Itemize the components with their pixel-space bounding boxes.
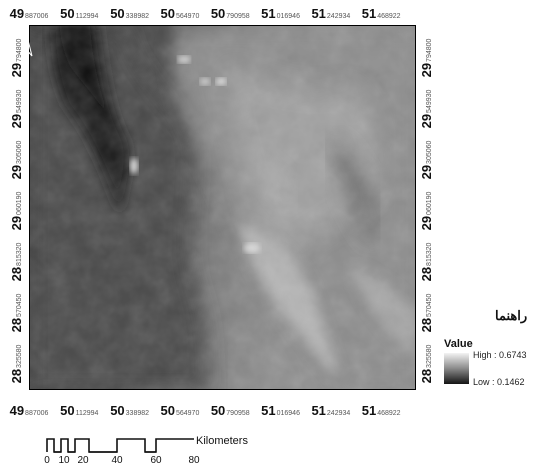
scale-bar — [46, 438, 194, 453]
x-tick-label: 51242934 — [311, 6, 351, 21]
x-tick-label: 51468922 — [361, 403, 401, 418]
legend-high-label: High : 0.6743 — [473, 350, 527, 360]
x-tick-label: 50112994 — [60, 6, 99, 21]
x-tick-label: 50790958 — [210, 6, 250, 21]
x-tick-label: 50338982 — [110, 403, 150, 418]
scale-tick-label: 0 — [44, 455, 50, 466]
north-label: N — [5, 32, 13, 43]
legend-low-label: Low : 0.1462 — [473, 377, 525, 387]
x-tick-label: 50338982 — [110, 6, 150, 21]
left-graticule-labels: 29794800 29549930 29305060 29060190 2881… — [9, 38, 24, 384]
legend-value-label: Value — [444, 338, 473, 350]
x-tick-label: 50790958 — [210, 403, 250, 418]
map-frame[interactable] — [29, 25, 416, 390]
scale-unit-label: Kilometers — [196, 435, 248, 447]
x-tick-label: 49887006 — [9, 403, 49, 418]
x-tick-label: 51016946 — [261, 6, 300, 21]
x-tick-label: 50564970 — [160, 6, 200, 21]
north-arrow-icon — [17, 27, 33, 57]
x-tick-label: 49887006 — [9, 6, 49, 21]
right-graticule-labels: 29794800 29549930 29305060 29060190 2881… — [419, 38, 434, 384]
x-tick-label: 50564970 — [160, 403, 200, 418]
scale-tick-label: 10 — [58, 455, 70, 466]
scale-tick-label: 40 — [111, 455, 123, 466]
legend-title: راهنما — [495, 308, 528, 323]
legend-color-ramp — [444, 353, 469, 384]
x-tick-label: 51468922 — [361, 6, 401, 21]
bottom-graticule-labels: 49887006 50112994 50338982 50564970 5079… — [10, 403, 416, 421]
scale-tick-label: 60 — [150, 455, 162, 466]
scale-tick-label: 20 — [77, 455, 89, 466]
x-tick-label: 51016946 — [261, 403, 300, 418]
scale-tick-label: 80 — [188, 455, 200, 466]
top-graticule-labels: 49887006 50112994 50338982 50564970 5079… — [10, 6, 416, 24]
x-tick-label: 51242934 — [311, 403, 351, 418]
raster-image — [30, 26, 415, 389]
x-tick-label: 50112994 — [60, 403, 99, 418]
